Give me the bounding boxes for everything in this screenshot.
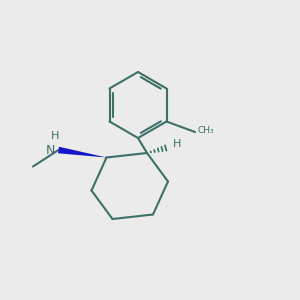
Text: H: H: [173, 139, 182, 149]
Polygon shape: [58, 147, 106, 158]
Text: N: N: [46, 143, 56, 157]
Text: CH₃: CH₃: [197, 126, 214, 135]
Text: H: H: [51, 131, 59, 141]
